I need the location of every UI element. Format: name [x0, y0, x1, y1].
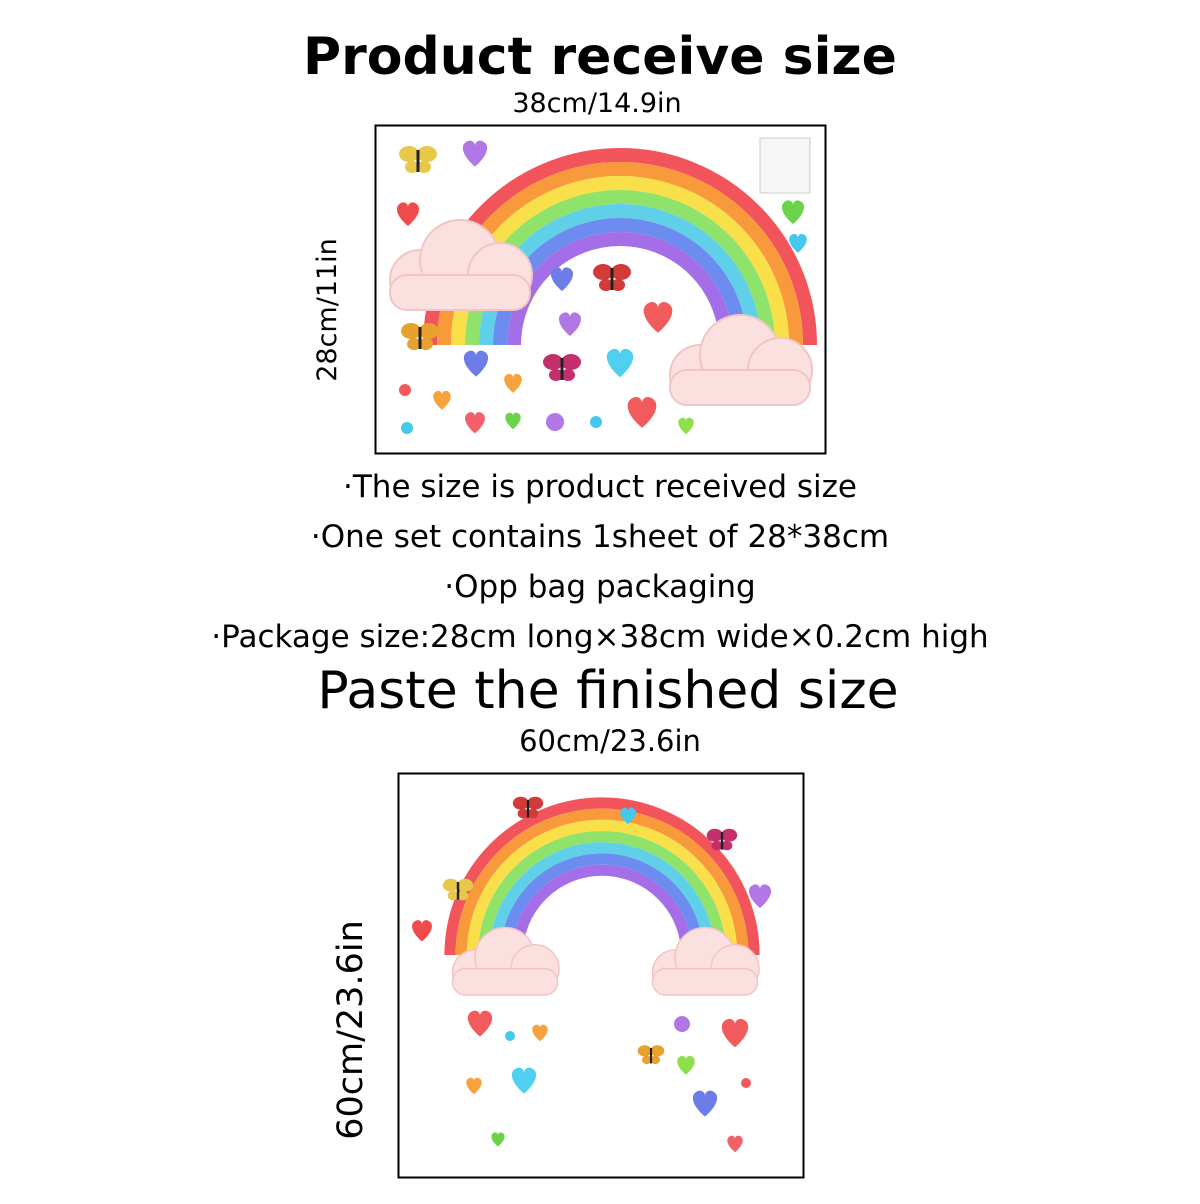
title: Product receive size — [303, 27, 897, 87]
title: Paste the finished size — [317, 661, 898, 721]
height-label: 28cm/11in — [312, 238, 343, 382]
note: ·Opp bag packaging — [444, 569, 755, 605]
height-label: 60cm/23.6in — [331, 920, 371, 1140]
note: ·One set contains 1sheet of 28*38cm — [311, 519, 889, 555]
finished-wall — [397, 772, 805, 1179]
width-label: 38cm/14.9in — [512, 88, 681, 119]
note: ·The size is product received size — [343, 469, 857, 505]
width-label: 60cm/23.6in — [519, 724, 701, 758]
product-sheet — [374, 124, 827, 455]
note: ·Package size:28cm long×38cm wide×0.2cm … — [211, 619, 988, 655]
